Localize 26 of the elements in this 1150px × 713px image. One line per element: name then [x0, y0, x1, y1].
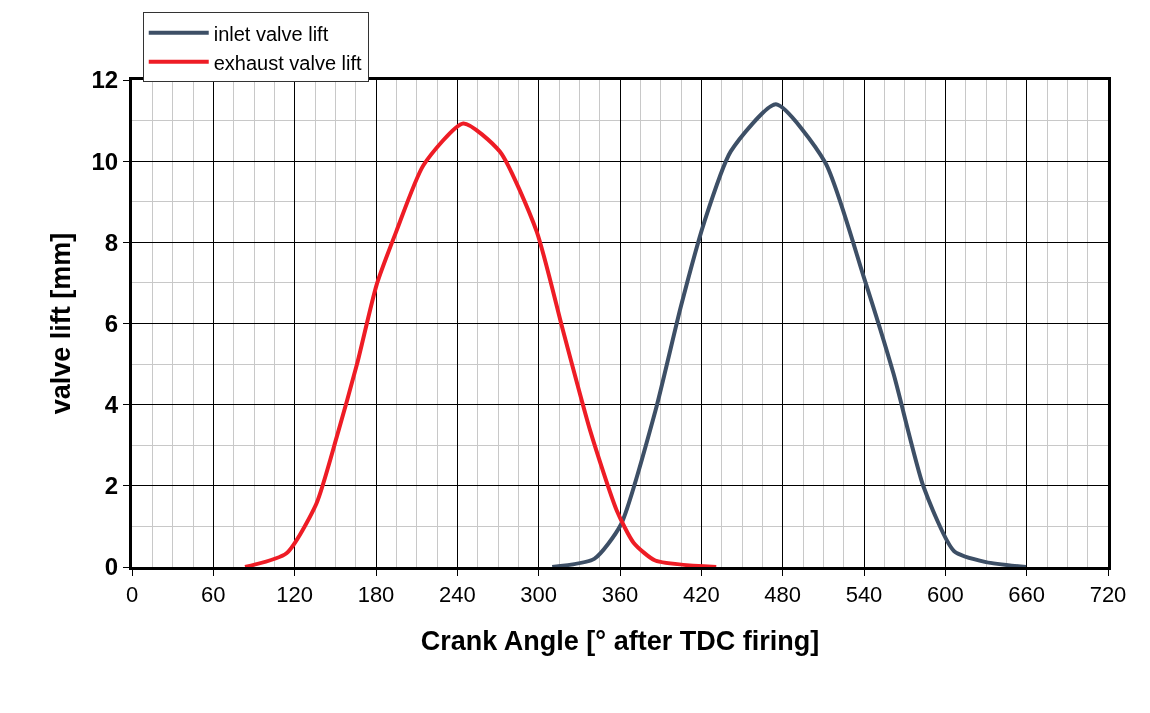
y-axis-title: valve lift [mm]: [45, 232, 76, 415]
legend-label: exhaust valve lift: [213, 51, 363, 74]
x-tick-label: 240: [438, 582, 476, 608]
x-axis-title: Crank Angle [° after TDC firing]: [420, 625, 820, 656]
y-tick-label: 4: [104, 391, 119, 419]
x-tick-label: 360: [601, 582, 639, 608]
x-tick-label: 120: [276, 582, 314, 608]
y-tick-label: 8: [104, 228, 119, 256]
x-tick-label: 180: [357, 582, 395, 608]
x-tick-label: 720: [1089, 582, 1127, 608]
legend-label: inlet valve lift: [213, 22, 329, 45]
x-tick-label: 60: [201, 582, 226, 608]
y-tick-label: 2: [104, 472, 119, 500]
x-tick-label: 300: [520, 582, 558, 608]
y-tick-label: 10: [91, 147, 119, 175]
x-tick-label: 420: [682, 582, 720, 608]
x-tick-label: 480: [764, 582, 802, 608]
line-series: [243, 121, 719, 567]
y-tick-label: 12: [91, 66, 119, 94]
x-tick-label: 600: [926, 582, 964, 608]
x-tick-label: 540: [845, 582, 883, 608]
line-series: [550, 102, 1028, 567]
x-tick-label: 660: [1008, 582, 1046, 608]
x-tick-label: 0: [125, 582, 139, 608]
y-tick-label: 0: [104, 553, 119, 581]
y-tick-label: 6: [104, 309, 119, 337]
